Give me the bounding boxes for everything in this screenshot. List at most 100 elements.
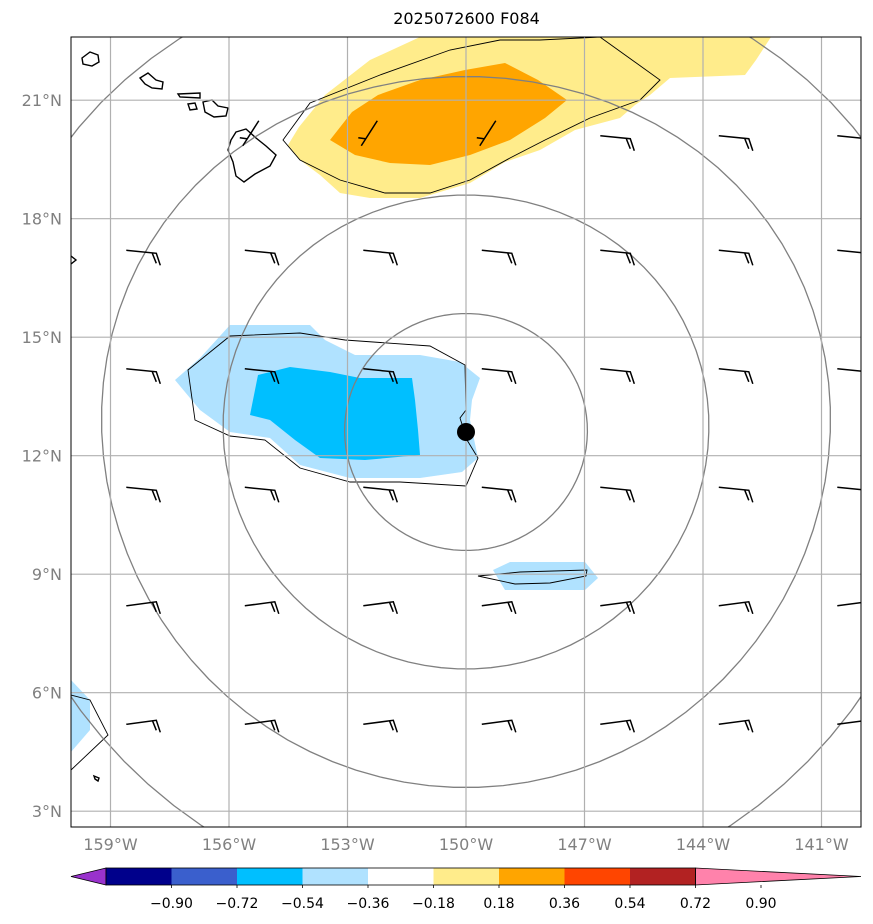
wind-barb [600,719,636,733]
wind-barb [718,249,754,266]
island-oahu [138,72,164,90]
wind-barb [244,719,280,733]
wind-barb [239,120,260,147]
island-molokai [176,92,201,99]
wind-barb [126,249,162,266]
wind-barb [363,368,399,385]
contour-lines [71,37,661,771]
negative-anomaly-small [493,562,598,590]
storm-center-marker [457,423,475,441]
colorbar-segment [237,868,303,885]
wind-barb [600,135,636,151]
lon-tick-label: 156°W [202,835,257,854]
colorbar-right-arrow [695,867,862,886]
colorbar-segment [368,868,434,885]
lat-tick-label: 9°N [32,565,62,584]
colorbar-label: 0.36 [549,896,580,912]
negative-anomaly-edge [71,680,90,752]
colorbar-label: 0.54 [614,896,645,912]
wind-barb [126,719,162,733]
wind-barb [600,368,636,385]
wind-barb [363,249,399,266]
colorbar-outline [105,867,696,886]
shaded-fields [71,37,771,752]
colorbar-segment [433,868,499,885]
wind-barb [481,368,517,385]
colorbar-label: −0.90 [150,896,193,912]
wind-barb [363,600,399,615]
positive-contour [282,37,661,194]
wind-barb [476,120,497,147]
wind-barb [363,486,399,503]
wind-barb [837,601,861,607]
wind-barb [126,486,162,503]
wind-barb [718,719,754,733]
colorbar-label: −0.72 [216,896,259,912]
colorbar-segment [630,868,696,885]
wind-barbs [126,120,861,733]
lat-tick-label: 21°N [22,91,62,110]
island-maui [202,99,229,118]
colorbar-label: 0.18 [483,896,514,912]
wind-barb [244,486,280,503]
colorbar-label: 0.90 [745,896,776,912]
range-ring [101,76,831,788]
lat-tick-label: 15°N [22,328,62,347]
map-frame [70,36,862,828]
latitude-labels: 3°N 6°N 9°N 12°N 15°N 18°N 21°N [22,91,62,821]
colorbar-label: 0.72 [680,896,711,912]
lon-tick-label: 153°W [320,835,375,854]
island-lanai [187,102,198,111]
wind-barb [718,486,754,503]
negative-anomaly-strong [250,367,420,460]
lat-tick-label: 12°N [22,447,62,466]
range-ring [222,194,710,670]
wind-barb [837,368,861,372]
wind-barb [600,600,636,615]
lat-tick-label: 18°N [22,210,62,229]
lat-lon-grid [71,37,861,827]
colorbar-left-arrow [70,867,107,886]
wind-barb [837,720,861,726]
wind-barb [837,486,861,491]
colorbar-label: −0.36 [347,896,390,912]
wind-barb [481,486,517,503]
positive-anomaly-strong [330,63,567,165]
map-title: 2025072600 F084 [393,9,540,28]
colorbar-label: −0.54 [281,896,324,912]
range-ring [343,312,589,552]
wind-barb [481,600,517,615]
longitude-labels: 159°W 156°W 153°W 150°W 147°W 144°W 141°W [83,835,849,854]
wind-barb [244,600,280,615]
wind-barb [126,600,162,615]
wind-barb [837,249,861,254]
colorbar-segment [302,868,368,885]
colorbar-segment [564,868,630,885]
wind-barb [126,368,162,385]
colorbar-segment [171,868,237,885]
lon-tick-label: 147°W [557,835,612,854]
wind-barb [481,249,517,266]
wind-barb [244,368,280,385]
wind-barb [363,719,399,733]
lon-tick-label: 144°W [676,835,731,854]
wind-barb [837,135,861,139]
negative-contour [187,332,479,487]
lon-tick-label: 141°W [794,835,849,854]
wind-barb [718,135,754,151]
lat-tick-label: 3°N [32,802,62,821]
wind-barb [718,368,754,385]
wind-barb [358,120,378,147]
colorbar-label: −0.18 [412,896,455,912]
wind-barb [718,600,754,615]
wind-barb [244,249,280,266]
colorbar: −0.90 −0.72 −0.54 −0.36 −0.18 0.18 0.36 0.54 0.7… [70,867,862,912]
islet-south [92,774,100,783]
coastlines [71,51,277,783]
lon-tick-label: 159°W [83,835,138,854]
island-hawaii [227,128,277,183]
colorbar-segment [499,868,565,885]
wind-barb [600,486,636,503]
